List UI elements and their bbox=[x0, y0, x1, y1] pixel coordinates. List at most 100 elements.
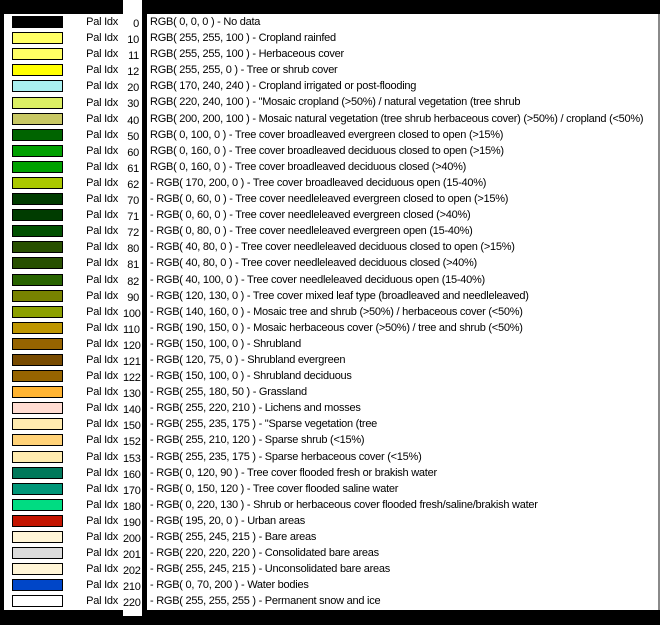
pal-idx-label: Pal Idx bbox=[86, 450, 118, 463]
pal-idx-value: 152 bbox=[123, 436, 141, 449]
palette-row: Pal Idx bbox=[4, 111, 123, 127]
palette-row: Pal Idx bbox=[4, 384, 123, 400]
palette-row: Pal Idx bbox=[4, 481, 123, 497]
palette-row: Pal Idx bbox=[4, 400, 123, 416]
window-right-border bbox=[658, 14, 660, 610]
palette-row: Pal Idx bbox=[4, 320, 123, 336]
palette-row: Pal Idx bbox=[4, 207, 123, 223]
color-swatch bbox=[12, 257, 63, 270]
palette-row-description: - RGB( 255, 235, 175 ) - Sparse herbaceo… bbox=[150, 450, 422, 463]
palette-row-description: - RGB( 120, 130, 0 ) - Tree cover mixed … bbox=[150, 289, 529, 302]
color-swatch bbox=[12, 96, 63, 109]
color-swatch bbox=[12, 482, 63, 495]
palette-row: Pal Idx bbox=[4, 432, 123, 448]
pal-idx-value: 140 bbox=[123, 404, 141, 417]
palette-row: Pal Idx bbox=[4, 336, 123, 352]
palette-row: Pal Idx bbox=[4, 255, 123, 271]
palette-row-description: RGB( 0, 160, 0 ) - Tree cover broadleave… bbox=[150, 144, 504, 157]
palette-row: Pal Idx bbox=[4, 497, 123, 513]
pal-idx-value: 20 bbox=[127, 82, 139, 95]
palette-row: Pal Idx bbox=[4, 30, 123, 46]
pal-idx-label: Pal Idx bbox=[86, 112, 118, 125]
color-swatch bbox=[12, 32, 63, 45]
color-swatch bbox=[12, 514, 63, 527]
pal-idx-value: 81 bbox=[127, 259, 139, 272]
palette-row-description: - RGB( 255, 180, 50 ) - Grassland bbox=[150, 386, 307, 399]
color-swatch bbox=[12, 531, 63, 544]
index-column: 0 10 11 12 20 30 40 50 60 61 62 70 71 72 80 81 82 90 100 11… bbox=[123, 0, 142, 616]
color-swatch bbox=[12, 563, 63, 576]
palette-row: Pal Idx bbox=[4, 288, 123, 304]
pal-idx-value: 130 bbox=[123, 388, 141, 401]
pal-idx-value: 220 bbox=[123, 597, 141, 610]
palette-row: Pal Idx bbox=[4, 577, 123, 593]
description-column: RGB( 0, 0, 0 ) - No data RGB( 255, 255, 1… bbox=[147, 14, 658, 610]
color-swatch bbox=[12, 144, 63, 157]
pal-idx-label: Pal Idx bbox=[86, 418, 118, 431]
color-swatch bbox=[12, 595, 63, 608]
palette-row: Pal Idx bbox=[4, 191, 123, 207]
pal-idx-value: 71 bbox=[127, 211, 139, 224]
pal-idx-label: Pal Idx bbox=[86, 482, 118, 495]
palette-row-description: - RGB( 0, 220, 130 ) - Shrub or herbaceo… bbox=[150, 498, 538, 511]
palette-row-description: - RGB( 0, 120, 90 ) - Tree cover flooded… bbox=[150, 466, 437, 479]
color-swatch bbox=[12, 80, 63, 93]
pal-idx-label: Pal Idx bbox=[86, 241, 118, 254]
palette-row-description: - RGB( 190, 150, 0 ) - Mosaic herbaceous… bbox=[150, 321, 523, 334]
pal-idx-label: Pal Idx bbox=[86, 64, 118, 77]
color-swatch bbox=[12, 466, 63, 479]
pal-idx-label: Pal Idx bbox=[86, 273, 118, 286]
palette-row: Pal Idx bbox=[4, 368, 123, 384]
palette-row-description: RGB( 220, 240, 100 ) - "Mosaic cropland … bbox=[150, 96, 521, 109]
color-swatch bbox=[12, 354, 63, 367]
color-swatch bbox=[12, 498, 63, 511]
palette-row: Pal Idx bbox=[4, 272, 123, 288]
pal-idx-value: 150 bbox=[123, 420, 141, 433]
pal-idx-value: 50 bbox=[127, 130, 139, 143]
palette-row: Pal Idx bbox=[4, 416, 123, 432]
palette-row-description: - RGB( 40, 100, 0 ) - Tree cover needlel… bbox=[150, 273, 485, 286]
palette-row-description: RGB( 170, 240, 240 ) - Cropland irrigate… bbox=[150, 80, 417, 93]
pal-idx-label: Pal Idx bbox=[86, 209, 118, 222]
color-swatch bbox=[12, 289, 63, 302]
pal-idx-value: 153 bbox=[123, 452, 141, 465]
pal-idx-value: 11 bbox=[128, 50, 139, 63]
palette-row: Pal Idx bbox=[4, 561, 123, 577]
palette-row: Pal Idx bbox=[4, 352, 123, 368]
pal-idx-label: Pal Idx bbox=[86, 579, 118, 592]
pal-idx-value: 10 bbox=[127, 34, 139, 47]
pal-idx-value: 61 bbox=[127, 162, 139, 175]
color-swatch bbox=[12, 337, 63, 350]
color-swatch bbox=[12, 48, 63, 61]
color-swatch bbox=[12, 321, 63, 334]
pal-idx-value: 180 bbox=[123, 500, 141, 513]
color-swatch bbox=[12, 579, 63, 592]
palette-row-description: - RGB( 0, 70, 200 ) - Water bodies bbox=[150, 579, 309, 592]
pal-idx-label: Pal Idx bbox=[86, 321, 118, 334]
pal-idx-value: 100 bbox=[123, 307, 141, 320]
pal-idx-label: Pal Idx bbox=[86, 370, 118, 383]
color-swatch bbox=[12, 273, 63, 286]
pal-idx-value: 170 bbox=[123, 484, 141, 497]
pal-idx-label: Pal Idx bbox=[86, 257, 118, 270]
palette-row-description: - RGB( 0, 150, 120 ) - Tree cover floode… bbox=[150, 482, 399, 495]
palette-row-description: - RGB( 255, 245, 215 ) - Bare areas bbox=[150, 531, 317, 543]
palette-row-description: - RGB( 150, 100, 0 ) - Shrubland deciduo… bbox=[150, 370, 352, 383]
pal-idx-label: Pal Idx bbox=[86, 48, 118, 61]
color-swatch bbox=[12, 16, 63, 29]
palette-row-description: - RGB( 40, 80, 0 ) - Tree cover needlele… bbox=[150, 241, 515, 254]
pal-idx-label: Pal Idx bbox=[86, 176, 118, 189]
palette-row-description: - RGB( 255, 210, 120 ) - Sparse shrub (<… bbox=[150, 434, 365, 447]
pal-idx-value: 110 bbox=[123, 323, 140, 336]
palette-row-description: - RGB( 170, 200, 0 ) - Tree cover broadl… bbox=[150, 176, 487, 189]
pal-idx-value: 72 bbox=[127, 227, 139, 240]
color-swatch bbox=[12, 434, 63, 447]
pal-idx-value: 121 bbox=[123, 355, 141, 368]
pal-idx-value: 160 bbox=[123, 468, 141, 481]
palette-row: Pal Idx bbox=[4, 239, 123, 255]
pal-idx-value: 201 bbox=[123, 549, 141, 562]
palette-row-description: RGB( 0, 100, 0 ) - Tree cover broadleave… bbox=[150, 128, 504, 141]
pal-idx-label: Pal Idx bbox=[86, 144, 118, 157]
palette-row-description: - RGB( 255, 220, 210 ) - Lichens and mos… bbox=[150, 402, 361, 415]
